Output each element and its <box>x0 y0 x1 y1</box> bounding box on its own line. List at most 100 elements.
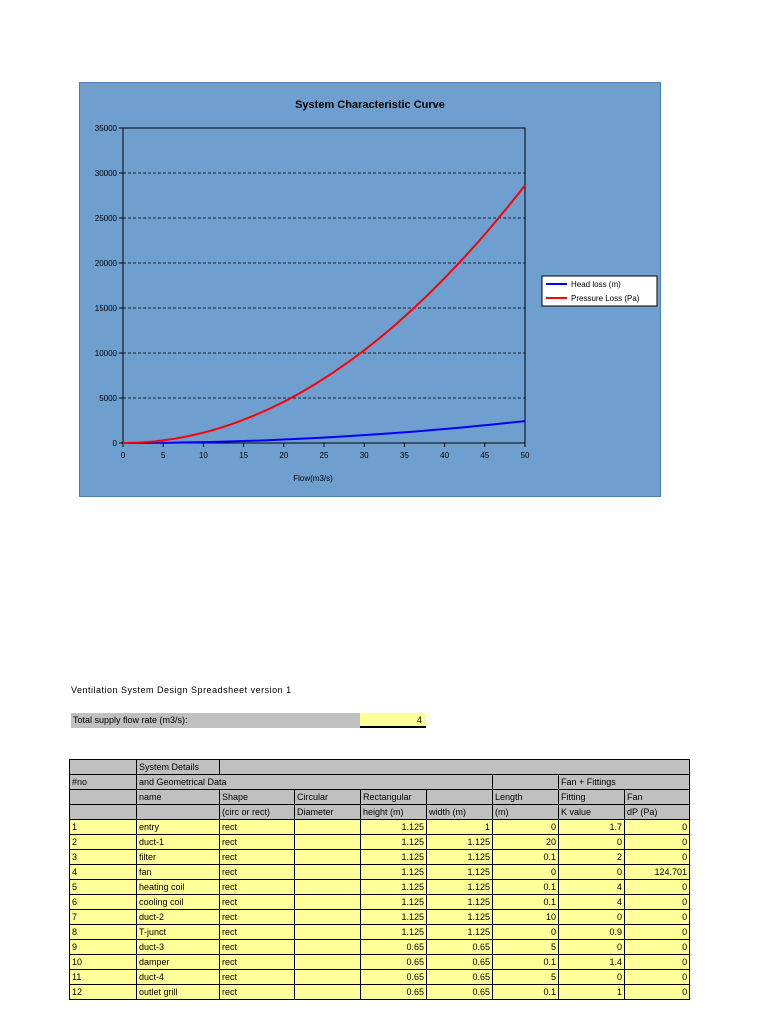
width-cell[interactable]: 1.125 <box>426 909 493 925</box>
k-value-cell[interactable]: 0 <box>558 909 625 925</box>
diameter-cell[interactable] <box>294 894 361 910</box>
width-cell[interactable]: 1 <box>426 819 493 835</box>
shape-cell[interactable]: rect <box>219 939 295 955</box>
row-number-cell[interactable]: 11 <box>69 969 137 985</box>
k-value-cell[interactable]: 0 <box>558 969 625 985</box>
row-number-cell[interactable]: 1 <box>69 819 137 835</box>
fan-dp-cell[interactable]: 0 <box>623 924 691 940</box>
component-name-cell[interactable]: damper <box>136 954 220 970</box>
component-name-cell[interactable]: cooling coil <box>136 894 220 910</box>
component-name-cell[interactable]: duct-4 <box>136 969 220 985</box>
diameter-cell[interactable] <box>294 819 361 835</box>
diameter-cell[interactable] <box>294 954 361 970</box>
component-name-cell[interactable]: outlet grill <box>136 984 220 1000</box>
row-number-cell[interactable]: 8 <box>69 924 137 940</box>
diameter-cell[interactable] <box>294 924 361 940</box>
component-name-cell[interactable]: duct-2 <box>136 909 220 925</box>
k-value-cell[interactable]: 2 <box>558 849 625 865</box>
row-number-cell[interactable]: 12 <box>69 984 137 1000</box>
k-value-cell[interactable]: 1 <box>558 984 625 1000</box>
shape-cell[interactable]: rect <box>219 864 295 880</box>
width-cell[interactable]: 1.125 <box>426 894 493 910</box>
length-cell[interactable]: 20 <box>492 834 559 850</box>
length-cell[interactable]: 0.1 <box>492 849 559 865</box>
fan-dp-cell[interactable]: 0 <box>623 849 691 865</box>
component-name-cell[interactable]: duct-3 <box>136 939 220 955</box>
diameter-cell[interactable] <box>294 909 361 925</box>
shape-cell[interactable]: rect <box>219 879 295 895</box>
shape-cell[interactable]: rect <box>219 834 295 850</box>
fan-dp-cell[interactable]: 0 <box>623 909 691 925</box>
width-cell[interactable]: 1.125 <box>426 834 493 850</box>
component-name-cell[interactable]: duct-1 <box>136 834 220 850</box>
shape-cell[interactable]: rect <box>219 924 295 940</box>
shape-cell[interactable]: rect <box>219 954 295 970</box>
height-cell[interactable]: 1.125 <box>360 849 427 865</box>
fan-dp-cell[interactable]: 0 <box>623 819 691 835</box>
k-value-cell[interactable]: 1.4 <box>558 954 625 970</box>
k-value-cell[interactable]: 4 <box>558 894 625 910</box>
width-cell[interactable]: 0.65 <box>426 939 493 955</box>
row-number-cell[interactable]: 5 <box>69 879 137 895</box>
length-cell[interactable]: 10 <box>492 909 559 925</box>
height-cell[interactable]: 1.125 <box>360 909 427 925</box>
diameter-cell[interactable] <box>294 969 361 985</box>
height-cell[interactable]: 1.125 <box>360 924 427 940</box>
length-cell[interactable]: 0.1 <box>492 894 559 910</box>
width-cell[interactable]: 0.65 <box>426 954 493 970</box>
length-cell[interactable]: 5 <box>492 969 559 985</box>
diameter-cell[interactable] <box>294 834 361 850</box>
component-name-cell[interactable]: T-junct <box>136 924 220 940</box>
fan-dp-cell[interactable]: 124.701 <box>623 864 691 880</box>
fan-dp-cell[interactable]: 0 <box>623 954 691 970</box>
width-cell[interactable]: 1.125 <box>426 924 493 940</box>
width-cell[interactable]: 0.65 <box>426 984 493 1000</box>
height-cell[interactable]: 1.125 <box>360 879 427 895</box>
height-cell[interactable]: 1.125 <box>360 864 427 880</box>
width-cell[interactable]: 1.125 <box>426 879 493 895</box>
height-cell[interactable]: 1.125 <box>360 834 427 850</box>
length-cell[interactable]: 0 <box>492 819 559 835</box>
fan-dp-cell[interactable]: 0 <box>623 984 691 1000</box>
row-number-cell[interactable]: 2 <box>69 834 137 850</box>
component-name-cell[interactable]: fan <box>136 864 220 880</box>
shape-cell[interactable]: rect <box>219 909 295 925</box>
k-value-cell[interactable]: 0 <box>558 834 625 850</box>
length-cell[interactable]: 0.1 <box>492 954 559 970</box>
row-number-cell[interactable]: 4 <box>69 864 137 880</box>
height-cell[interactable]: 0.65 <box>360 984 427 1000</box>
k-value-cell[interactable]: 0 <box>558 864 625 880</box>
width-cell[interactable]: 1.125 <box>426 849 493 865</box>
length-cell[interactable]: 0 <box>492 864 559 880</box>
k-value-cell[interactable]: 0 <box>558 939 625 955</box>
length-cell[interactable]: 0.1 <box>492 984 559 1000</box>
height-cell[interactable]: 0.65 <box>360 939 427 955</box>
length-cell[interactable]: 5 <box>492 939 559 955</box>
diameter-cell[interactable] <box>294 864 361 880</box>
shape-cell[interactable]: rect <box>219 819 295 835</box>
fan-dp-cell[interactable]: 0 <box>623 939 691 955</box>
height-cell[interactable]: 0.65 <box>360 969 427 985</box>
fan-dp-cell[interactable]: 0 <box>623 894 691 910</box>
width-cell[interactable]: 0.65 <box>426 969 493 985</box>
height-cell[interactable]: 0.65 <box>360 954 427 970</box>
row-number-cell[interactable]: 6 <box>69 894 137 910</box>
shape-cell[interactable]: rect <box>219 984 295 1000</box>
diameter-cell[interactable] <box>294 879 361 895</box>
shape-cell[interactable]: rect <box>219 894 295 910</box>
fan-dp-cell[interactable]: 0 <box>623 879 691 895</box>
height-cell[interactable]: 1.125 <box>360 819 427 835</box>
diameter-cell[interactable] <box>294 939 361 955</box>
component-name-cell[interactable]: entry <box>136 819 220 835</box>
k-value-cell[interactable]: 0.9 <box>558 924 625 940</box>
row-number-cell[interactable]: 9 <box>69 939 137 955</box>
length-cell[interactable]: 0 <box>492 924 559 940</box>
component-name-cell[interactable]: heating coil <box>136 879 220 895</box>
row-number-cell[interactable]: 3 <box>69 849 137 865</box>
fan-dp-cell[interactable]: 0 <box>623 969 691 985</box>
shape-cell[interactable]: rect <box>219 969 295 985</box>
k-value-cell[interactable]: 4 <box>558 879 625 895</box>
diameter-cell[interactable] <box>294 849 361 865</box>
height-cell[interactable]: 1.125 <box>360 894 427 910</box>
width-cell[interactable]: 1.125 <box>426 864 493 880</box>
